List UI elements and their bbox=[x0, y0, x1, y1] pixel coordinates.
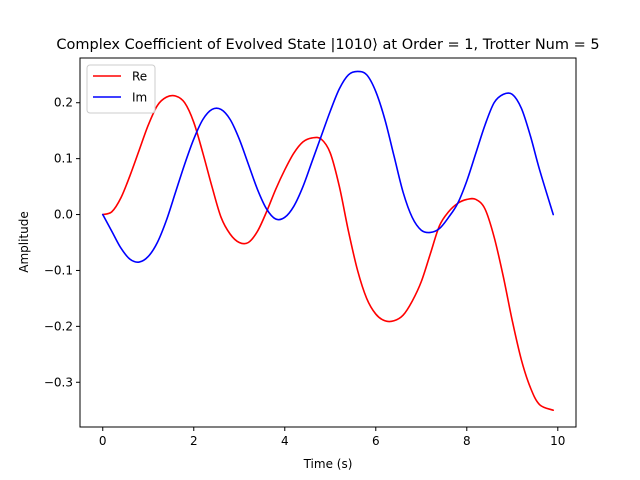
series-line-re bbox=[101, 94, 555, 412]
y-tick-label: 0.2 bbox=[54, 96, 73, 110]
y-tick-label: 0.0 bbox=[54, 208, 73, 222]
x-tick-label: 8 bbox=[463, 434, 471, 448]
plot-area bbox=[79, 57, 577, 428]
x-tick-label: 0 bbox=[99, 434, 107, 448]
y-tick-label: −0.1 bbox=[44, 263, 73, 277]
legend: Re Im bbox=[86, 64, 156, 114]
x-tick-label: 10 bbox=[550, 434, 565, 448]
series-layer bbox=[101, 70, 555, 412]
legend-box bbox=[86, 64, 156, 114]
y-axis-label: Amplitude bbox=[17, 211, 31, 273]
x-axis: 0 2 4 6 8 10 bbox=[99, 427, 565, 448]
x-tick-label: 4 bbox=[281, 434, 289, 448]
y-tick-label: −0.2 bbox=[44, 319, 73, 333]
plot-frame bbox=[79, 57, 577, 428]
legend-label-re: Re bbox=[132, 70, 147, 84]
x-axis-label: Time (s) bbox=[303, 457, 353, 471]
series-line-im bbox=[101, 70, 555, 263]
chart-title: Complex Coefficient of Evolved State |10… bbox=[56, 37, 599, 53]
y-tick-label: 0.1 bbox=[54, 152, 73, 166]
legend-label-im: Im bbox=[132, 91, 147, 105]
x-tick-label: 2 bbox=[190, 434, 198, 448]
y-axis: −0.3 −0.2 −0.1 0.0 0.1 0.2 bbox=[44, 96, 80, 389]
y-tick-label: −0.3 bbox=[44, 375, 73, 389]
plot-background bbox=[80, 58, 576, 427]
x-tick-label: 6 bbox=[372, 434, 380, 448]
